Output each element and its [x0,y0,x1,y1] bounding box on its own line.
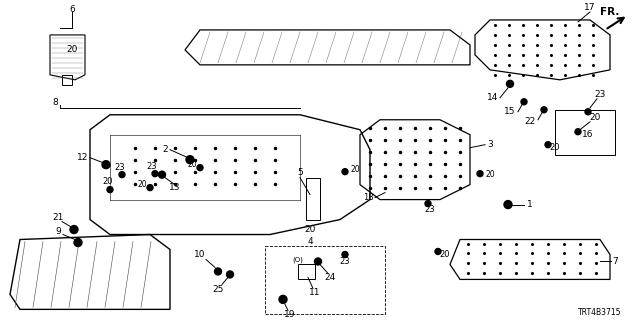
Bar [555,110,615,155]
Text: 20: 20 [137,180,147,189]
Circle shape [521,99,527,105]
Text: 7: 7 [612,257,618,266]
Text: FR.: FR. [600,7,620,17]
Text: 20: 20 [550,143,560,152]
Text: 18: 18 [363,193,373,202]
Text: 2: 2 [163,145,168,154]
Circle shape [342,169,348,175]
Circle shape [152,171,158,177]
Circle shape [159,171,166,178]
Text: 20: 20 [67,45,77,54]
Text: 10: 10 [195,250,205,259]
Text: 17: 17 [584,4,596,12]
Text: 21: 21 [52,213,64,222]
Text: 20: 20 [304,225,316,234]
Text: 20: 20 [187,160,197,169]
Text: 4: 4 [307,237,313,246]
Circle shape [585,109,591,115]
Circle shape [314,258,321,265]
Text: 16: 16 [582,130,594,139]
Text: 12: 12 [77,153,88,162]
Text: 23: 23 [147,162,157,171]
Text: (O): (O) [292,256,303,263]
Circle shape [477,171,483,177]
Circle shape [425,201,431,207]
Text: 23: 23 [425,205,435,214]
Text: 11: 11 [309,288,321,297]
Text: 22: 22 [524,117,536,126]
Circle shape [279,295,287,303]
Circle shape [147,185,153,191]
Circle shape [342,252,348,258]
Text: 20: 20 [589,113,601,122]
Circle shape [214,268,221,275]
Circle shape [119,172,125,178]
Text: 15: 15 [504,107,516,116]
Text: 8: 8 [52,98,58,107]
Circle shape [435,249,441,254]
Text: 20: 20 [103,177,113,186]
Circle shape [504,201,512,209]
Circle shape [107,187,113,193]
Bar [265,246,385,314]
Text: 25: 25 [212,285,224,294]
Circle shape [197,165,203,171]
Circle shape [70,226,78,234]
Text: 6: 6 [69,5,75,14]
Text: 24: 24 [324,273,335,282]
Text: 14: 14 [487,93,499,102]
Text: 20: 20 [350,165,360,174]
Circle shape [102,161,110,169]
Circle shape [74,238,82,246]
Text: TRT4B3715: TRT4B3715 [579,308,621,317]
Text: 5: 5 [297,168,303,177]
Circle shape [541,107,547,113]
Text: 23: 23 [595,90,605,99]
Circle shape [186,156,194,164]
Text: 3: 3 [487,140,493,149]
Text: 23: 23 [340,257,350,266]
Text: 9: 9 [55,227,61,236]
Text: 19: 19 [284,310,296,319]
Text: 20: 20 [440,250,451,259]
Circle shape [575,129,581,135]
Text: 1: 1 [527,200,533,209]
Text: 20: 20 [485,170,495,179]
Text: 13: 13 [169,183,180,192]
Text: 23: 23 [115,163,125,172]
Circle shape [506,80,513,87]
Circle shape [227,271,234,278]
Circle shape [545,142,551,148]
